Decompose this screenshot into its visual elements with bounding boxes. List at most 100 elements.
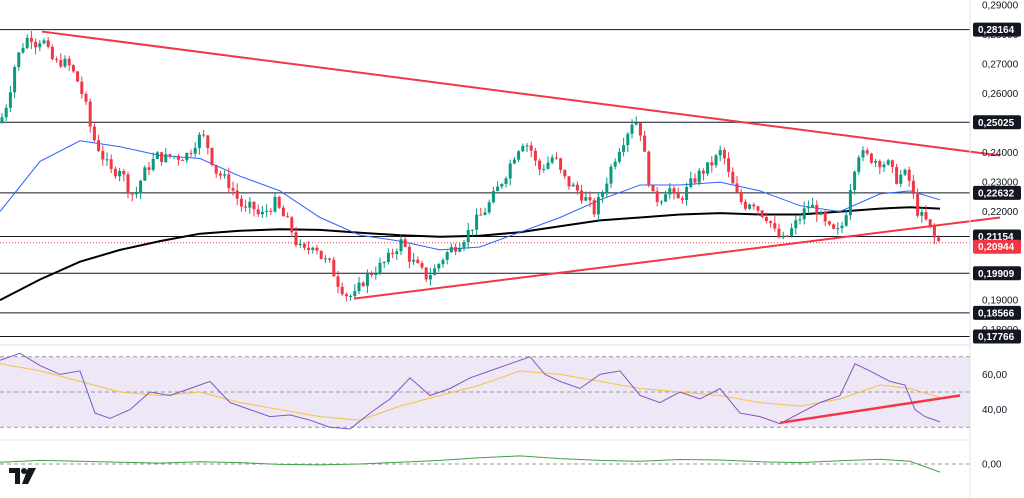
candle-body-20 xyxy=(84,93,88,102)
candle-196 xyxy=(823,210,827,227)
candle-194 xyxy=(815,200,819,223)
candle-132 xyxy=(554,152,558,160)
candle-122 xyxy=(512,157,516,165)
candle-body-22 xyxy=(92,126,96,141)
candle-body-19 xyxy=(80,81,84,94)
candle-body-72 xyxy=(302,243,306,248)
candle-body-27 xyxy=(113,168,117,177)
candle-body-44 xyxy=(185,153,189,161)
candle-88 xyxy=(370,271,374,278)
candle-body-83 xyxy=(349,295,353,297)
candle-148 xyxy=(622,137,626,157)
candle-111 xyxy=(466,222,470,249)
candle-44 xyxy=(185,152,189,164)
candle-body-16 xyxy=(67,58,71,66)
candle-body-161 xyxy=(676,192,680,199)
candle-159 xyxy=(668,183,672,200)
candle-168 xyxy=(706,162,710,176)
candle-body-132 xyxy=(554,157,558,159)
candle-body-191 xyxy=(802,208,806,220)
candle-body-52 xyxy=(218,173,222,176)
candle-219 xyxy=(920,207,924,223)
candle-27 xyxy=(113,166,117,179)
y-tick-label-10: 0,19000 xyxy=(982,296,1019,307)
candle-body-174 xyxy=(731,171,735,184)
candle-body-75 xyxy=(315,247,319,251)
candle-130 xyxy=(546,156,550,170)
level-tag-label-0: 0,28164 xyxy=(978,25,1015,36)
candle-102 xyxy=(428,267,432,286)
candle-5 xyxy=(21,43,25,54)
candle-191 xyxy=(802,201,806,225)
candle-43 xyxy=(181,158,185,161)
level-tag-label-1: 0,25025 xyxy=(978,118,1015,129)
candle-body-23 xyxy=(97,140,101,152)
candle-body-29 xyxy=(122,170,126,175)
candle-body-142 xyxy=(596,197,600,215)
candle-body-1 xyxy=(4,107,8,118)
candle-body-165 xyxy=(693,178,697,183)
candle-218 xyxy=(916,188,920,218)
candle-body-162 xyxy=(680,198,684,201)
candle-17 xyxy=(71,64,75,74)
candle-12 xyxy=(50,44,54,61)
candle-4 xyxy=(17,51,21,71)
candle-body-82 xyxy=(344,294,348,297)
candle-body-40 xyxy=(168,154,172,157)
candle-body-186 xyxy=(781,235,785,238)
candle-body-32 xyxy=(134,193,138,195)
candle-body-99 xyxy=(416,259,420,264)
level-tag-4 xyxy=(973,266,1021,281)
candle-body-147 xyxy=(617,151,621,162)
candle-97 xyxy=(407,244,411,269)
level-tag-6 xyxy=(973,329,1021,344)
candle-body-84 xyxy=(353,291,357,296)
candle-body-175 xyxy=(735,183,739,192)
candle-body-11 xyxy=(46,40,50,47)
candle-69 xyxy=(290,216,294,238)
candle-106 xyxy=(445,250,449,265)
candle-19 xyxy=(80,76,84,99)
candle-body-109 xyxy=(458,247,462,252)
price-axis[interactable]: 0,290000,280000,270000,260000,250000,240… xyxy=(969,0,1021,498)
candle-139 xyxy=(584,191,588,202)
candle-body-215 xyxy=(903,169,907,175)
candle-body-51 xyxy=(214,165,218,174)
candle-78 xyxy=(328,257,332,263)
candle-42 xyxy=(176,153,180,166)
candle-21 xyxy=(88,98,92,133)
candle-body-103 xyxy=(433,268,437,276)
candle-body-158 xyxy=(664,194,668,202)
candle-body-177 xyxy=(743,201,747,209)
candle-body-196 xyxy=(823,212,827,222)
candle-body-182 xyxy=(764,217,768,222)
candle-87 xyxy=(365,269,369,294)
candle-153 xyxy=(643,130,647,152)
candle-body-42 xyxy=(176,156,180,160)
candle-body-34 xyxy=(143,167,147,181)
candle-body-222 xyxy=(932,225,936,238)
candle-body-171 xyxy=(718,149,722,156)
candle-body-173 xyxy=(727,158,731,172)
candle-157 xyxy=(659,199,663,206)
candle-body-207 xyxy=(869,153,873,163)
candle-190 xyxy=(798,214,802,225)
candle-body-193 xyxy=(811,204,815,208)
candle-body-223 xyxy=(937,237,941,241)
candle-179 xyxy=(752,202,756,210)
candle-body-79 xyxy=(332,259,336,277)
trendline-1 xyxy=(353,216,1001,300)
candle-body-124 xyxy=(521,145,525,152)
candle-body-36 xyxy=(151,158,155,170)
candle-2 xyxy=(8,85,12,113)
candle-body-211 xyxy=(886,160,890,165)
candle-body-49 xyxy=(206,135,210,148)
candle-151 xyxy=(634,116,638,126)
candle-body-12 xyxy=(50,46,54,60)
candle-body-114 xyxy=(479,214,483,216)
candle-75 xyxy=(315,244,319,255)
candle-146 xyxy=(613,158,617,170)
candle-body-111 xyxy=(466,229,470,243)
candle-body-145 xyxy=(609,166,613,184)
candle-body-146 xyxy=(613,161,617,167)
